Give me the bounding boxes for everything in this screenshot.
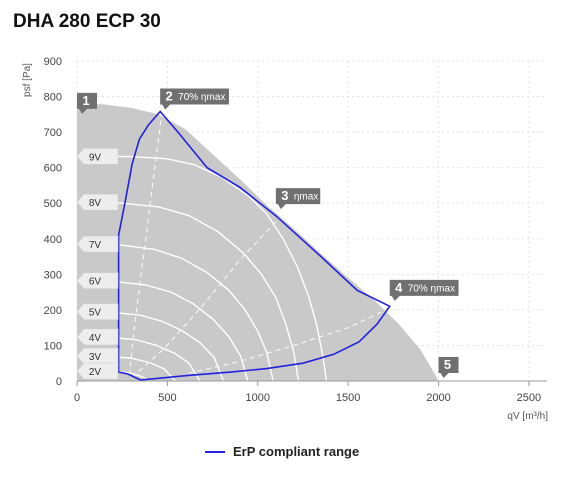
voltage-tag-7v: 7V <box>76 235 119 253</box>
x-axis-label: qV [m³/h] <box>507 411 548 422</box>
voltage-tag-shape <box>76 193 119 211</box>
curve-7v <box>76 243 274 382</box>
point-label-text: ηmax <box>294 192 318 203</box>
voltage-tag-label: 8V <box>89 198 102 209</box>
y-tick-label: 500 <box>44 198 62 210</box>
point-label-box <box>275 188 321 210</box>
y-tick-label: 200 <box>44 305 62 317</box>
point-label-box <box>438 357 459 378</box>
voltage-tag-label: 7V <box>89 240 102 251</box>
y-axis-label: psf [Pa] <box>22 63 33 97</box>
voltage-tag-shape <box>76 362 119 380</box>
voltage-tag-6v: 6V <box>76 272 119 290</box>
point-label-box <box>160 88 229 110</box>
point-labels: 1 2 70% ηmax 3 ηmax 4 70% ηmax 5 <box>77 88 459 378</box>
voltage-tag-3v: 3V <box>76 347 119 365</box>
x-tick-label: 0 <box>74 392 80 404</box>
efficiency-line <box>185 307 390 375</box>
y-tick-label: 400 <box>44 234 62 246</box>
curve-8v <box>76 201 300 382</box>
efficiency-line <box>128 111 163 374</box>
point-label-4: 4 70% ηmax <box>389 279 459 301</box>
point-label-1: 1 <box>77 92 97 114</box>
y-tick-label: 600 <box>44 163 62 175</box>
point-label-text: 70% ηmax <box>178 92 225 103</box>
y-tick-label: 700 <box>44 127 62 139</box>
voltage-tag-shape <box>76 272 119 290</box>
point-label-box <box>389 279 459 301</box>
operating-area <box>77 103 439 381</box>
y-tick-label: 100 <box>44 340 62 352</box>
erp-range <box>117 110 391 381</box>
erp-line <box>117 110 391 381</box>
voltage-tag-label: 6V <box>89 277 102 288</box>
x-tick-label: 1500 <box>336 392 360 404</box>
voltage-tag-label: 4V <box>89 333 102 344</box>
x-tick-label: 2000 <box>426 392 450 404</box>
voltage-tag-label: 9V <box>89 152 102 163</box>
point-label-box <box>77 92 97 114</box>
envelope-fill <box>77 103 439 381</box>
voltage-tag-8v: 8V <box>76 193 119 211</box>
point-label-text: 70% ηmax <box>408 283 455 294</box>
voltage-tag-2v: 2V <box>76 362 119 380</box>
x-tick-label: 500 <box>158 392 176 404</box>
axes: 0 500 1000 1500 2000 2500 0 100 200 300 400 500 600 7… <box>44 56 547 404</box>
efficiency-line <box>130 221 277 379</box>
voltage-curves <box>76 155 328 382</box>
voltage-tag-5v: 5V <box>76 303 119 320</box>
point-label-2: 2 70% ηmax <box>160 88 229 110</box>
voltage-tag-label: 2V <box>89 367 102 378</box>
point-label-5: 5 <box>438 357 459 378</box>
curve-9v <box>76 155 328 382</box>
voltage-tag-label: 5V <box>89 308 102 319</box>
chart-title: DHA 280 ECP 30 <box>13 11 161 32</box>
voltage-labels: 9V 8V 7V 6V 5V 4V 3V 2V <box>76 147 119 380</box>
y-tick-label: 0 <box>56 376 62 388</box>
voltage-tag-label: 3V <box>89 352 102 363</box>
point-label-number: 2 <box>166 89 173 104</box>
point-label-number: 1 <box>82 93 89 108</box>
point-label-3: 3 ηmax <box>275 188 321 210</box>
legend-label: ErP compliant range <box>233 444 360 459</box>
y-tick-label: 300 <box>44 269 62 281</box>
y-tick-label: 900 <box>44 56 62 68</box>
voltage-tag-4v: 4V <box>76 328 119 346</box>
x-tick-label: 2500 <box>517 392 541 404</box>
voltage-tag-shape <box>76 328 119 346</box>
point-label-number: 4 <box>395 280 403 295</box>
voltage-tag-shape <box>76 235 119 253</box>
curve-6v <box>76 280 249 382</box>
efficiency-lines <box>128 111 390 379</box>
x-tick-label: 1000 <box>246 392 270 404</box>
y-tick-label: 800 <box>44 92 62 104</box>
point-label-number: 5 <box>444 357 451 372</box>
voltage-tag-shape <box>76 347 119 365</box>
legend-line-swatch <box>205 450 225 453</box>
voltage-tag-9v: 9V <box>76 147 119 165</box>
legend: ErP compliant range <box>205 444 359 459</box>
voltage-tag-shape <box>76 303 119 320</box>
voltage-tag-shape <box>76 147 119 165</box>
point-label-number: 3 <box>281 188 288 203</box>
